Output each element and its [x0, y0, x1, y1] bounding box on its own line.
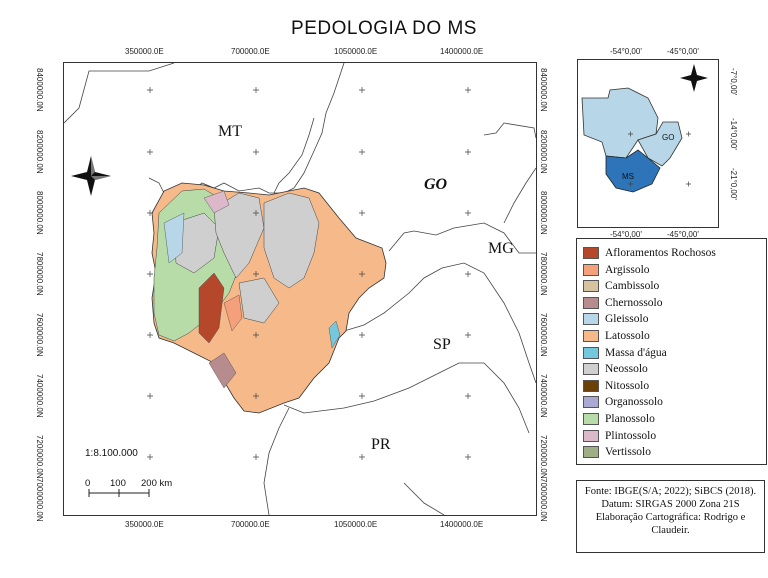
inset-tick-label: -54°0,00' — [610, 47, 642, 56]
legend-item: Massa d'água — [583, 346, 667, 359]
tick-label: 7400000.0N — [539, 374, 548, 418]
legend-item: Organossolo — [583, 396, 663, 409]
legend-item: Latossolo — [583, 330, 650, 342]
tick-label: 350000.0E — [125, 520, 164, 529]
legend-item: Chernossolo — [583, 296, 663, 309]
tick-label: 8400000.0N — [539, 68, 548, 112]
legend-label: Massa d'água — [605, 346, 667, 359]
legend-item: Cambissolo — [583, 280, 660, 293]
legend-item: Vertissolo — [583, 446, 651, 459]
tick-label: 7600000.0N — [35, 313, 44, 357]
legend-swatch — [583, 413, 599, 425]
tick-label: 1050000.0E — [334, 47, 378, 56]
legend-label: Vertissolo — [605, 446, 651, 459]
tick-label: 350000.0E — [125, 47, 164, 56]
inset-north-arrow-icon — [680, 64, 708, 92]
tick-label: 8200000.0N — [35, 130, 44, 174]
scale-bar — [88, 489, 150, 497]
legend-swatch — [583, 429, 599, 442]
legend-item: Afloramentos Rochosos — [583, 247, 716, 259]
tick-label: 7600000.0N — [539, 313, 548, 357]
ms-soil-map — [151, 182, 387, 414]
tick-label: 7800000.0N — [35, 252, 44, 296]
legend-swatch — [583, 379, 599, 392]
legend-swatch — [583, 263, 599, 276]
inset-tick-label: -45°0,00' — [667, 47, 699, 56]
grid-marks — [147, 87, 471, 460]
state-label-sp: SP — [433, 336, 451, 353]
inset-map-svg — [581, 64, 708, 193]
legend-swatch — [583, 296, 599, 309]
legend-item: Nitossolo — [583, 379, 650, 392]
inset-label-ms: MS — [622, 172, 634, 181]
legend-swatch — [583, 330, 599, 342]
main-map-svg — [63, 62, 537, 516]
tick-label: 8200000.0N — [539, 130, 548, 174]
source-line: Fonte: IBGE(S/A; 2022); SiBCS (2018). — [584, 486, 757, 497]
scale-ratio: 1:8.100.000 — [85, 448, 138, 459]
main-map — [63, 62, 537, 516]
legend-label: Nitossolo — [605, 379, 650, 392]
legend-item: Neossolo — [583, 363, 648, 376]
legend-label: Afloramentos Rochosos — [605, 247, 716, 259]
legend-label: Planossolo — [605, 413, 655, 425]
source-line: Datum: SIRGAS 2000 Zona 21S — [601, 499, 740, 510]
scale-label: 200 km — [141, 478, 173, 489]
legend-swatch — [583, 280, 599, 293]
legend-swatch — [583, 446, 599, 459]
legend-label: Argissolo — [605, 263, 650, 276]
tick-label: 8400000.0N — [35, 68, 44, 112]
inset-tick-label: -54°0,00' — [610, 230, 642, 239]
legend-item: Planossolo — [583, 413, 655, 425]
legend-swatch — [583, 313, 599, 326]
inset-tick-label: -21°0,00' — [729, 168, 738, 200]
tick-label: 700000.0E — [231, 520, 270, 529]
tick-label: 7400000.0N — [35, 374, 44, 418]
legend-label: Plintossolo — [605, 429, 657, 442]
scale-label: 0 — [85, 478, 91, 489]
inset-tick-label: -14°0,00' — [729, 118, 738, 150]
source-line: Elaboração Cartográfica: Rodrigo e — [595, 512, 746, 523]
tick-label: 8000000.0N — [539, 191, 548, 235]
legend-label: Gleissolo — [605, 313, 649, 326]
tick-label: 8000000.0N — [35, 191, 44, 235]
north-arrow-icon — [71, 156, 111, 196]
tick-label: 1400000.0E — [440, 520, 484, 529]
inset-tick-label: -45°0,00' — [667, 230, 699, 239]
tick-label: 1050000.0E — [334, 520, 378, 529]
source-line: Claudeir. — [651, 525, 690, 536]
legend-item: Plintossolo — [583, 429, 657, 442]
legend-label: Chernossolo — [605, 296, 663, 309]
legend: Afloramentos Rochosos Argissolo Cambissolo… — [576, 238, 767, 465]
tick-label: 7000000.0N — [35, 478, 44, 522]
legend-swatch — [583, 363, 599, 376]
legend-item: Argissolo — [583, 263, 650, 276]
tick-label: 1400000.0E — [440, 47, 484, 56]
legend-item: Gleissolo — [583, 313, 649, 326]
legend-label: Neossolo — [605, 363, 648, 376]
state-label-mg: MG — [488, 240, 514, 257]
legend-swatch — [583, 396, 599, 409]
legend-label: Organossolo — [605, 396, 663, 409]
legend-swatch — [583, 247, 599, 259]
inset-map: GO MS — [577, 59, 719, 228]
inset-label-go: GO — [662, 133, 675, 142]
tick-label: 7200000.0N — [35, 435, 44, 479]
tick-label: 7200000.0N — [539, 435, 548, 479]
legend-label: Cambissolo — [605, 280, 660, 293]
tick-label: 7800000.0N — [539, 252, 548, 296]
inset-tick-label: -7°0,00' — [729, 68, 738, 96]
scale-label: 100 — [110, 478, 126, 489]
legend-label: Latossolo — [605, 330, 650, 342]
state-label-go: GO — [424, 176, 448, 193]
tick-label: 7000000.0N — [539, 478, 548, 522]
legend-swatch — [583, 346, 599, 359]
tick-label: 700000.0E — [231, 47, 270, 56]
state-label-mt: MT — [218, 123, 242, 140]
map-title: PEDOLOGIA DO MS — [291, 18, 477, 39]
state-label-pr: PR — [371, 436, 391, 453]
source-box: Fonte: IBGE(S/A; 2022); SiBCS (2018). Da… — [576, 480, 765, 553]
